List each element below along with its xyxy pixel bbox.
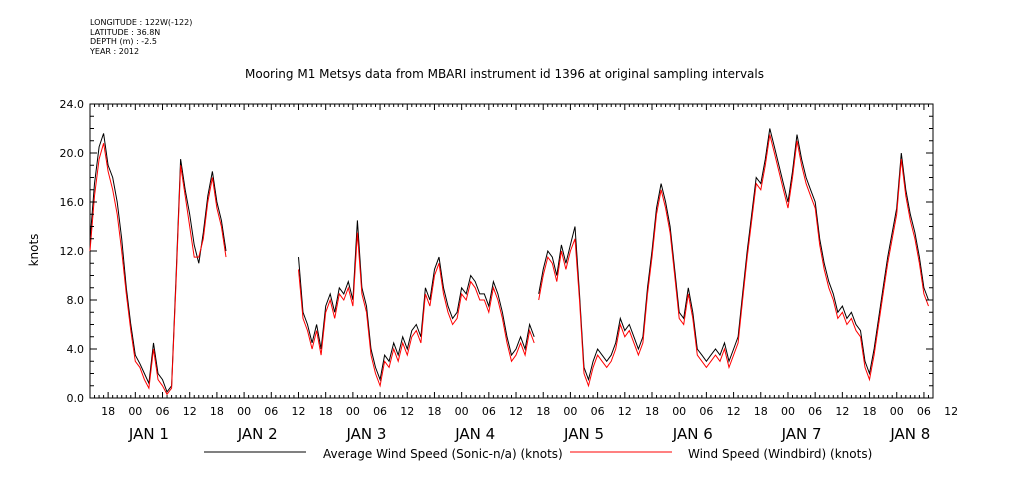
x-tick-label: 12 xyxy=(944,405,958,418)
x-tick-label: 06 xyxy=(156,405,170,418)
latitude-text: LATITUDE : 36.8N xyxy=(90,27,161,37)
x-tick-label: 12 xyxy=(509,405,523,418)
day-label: JAN 2 xyxy=(237,425,278,443)
chart-title: Mooring M1 Metsys data from MBARI instru… xyxy=(245,67,764,81)
longitude-text: LONGITUDE : 122W(-122) xyxy=(90,18,193,27)
x-tick-label: 12 xyxy=(400,405,414,418)
x-tick-label: 00 xyxy=(128,405,142,418)
y-axis-label: knots xyxy=(27,234,41,267)
y-tick-label: 20.0 xyxy=(60,147,85,160)
x-tick-label: 00 xyxy=(672,405,686,418)
axis-layer: 0.0 4.0 8.0 12.0 16.0 20.0 24.0 18 00 06 12 18 00 06 1… xyxy=(60,98,959,443)
day-label: JAN 3 xyxy=(345,425,386,443)
x-tick-label: 12 xyxy=(618,405,632,418)
x-tick-label: 18 xyxy=(427,405,441,418)
metadata-block: LONGITUDE : 122W(-122) LATITUDE : 36.8N … xyxy=(90,18,192,56)
y-tick-label: 24.0 xyxy=(60,98,85,111)
x-tick-label: 00 xyxy=(890,405,904,418)
y-tick-label: 8.0 xyxy=(67,294,85,307)
y-tick-label: 4.0 xyxy=(67,343,85,356)
day-label: JAN 5 xyxy=(563,425,604,443)
x-tick-label: 06 xyxy=(699,405,713,418)
legend-label-windbird: Wind Speed (Windbird) (knots) xyxy=(688,447,872,461)
day-label: JAN 6 xyxy=(672,425,713,443)
legend: Average Wind Speed (Sonic-n/a) (knots) W… xyxy=(204,447,872,461)
x-tick-label: 06 xyxy=(264,405,278,418)
x-tick-label: 18 xyxy=(210,405,224,418)
x-tick-label: 00 xyxy=(781,405,795,418)
x-tick-label: 18 xyxy=(645,405,659,418)
x-tick-label: 18 xyxy=(536,405,550,418)
day-label: JAN 8 xyxy=(889,425,930,443)
x-tick-label: 06 xyxy=(591,405,605,418)
x-tick-label: 06 xyxy=(373,405,387,418)
x-tick-label: 18 xyxy=(863,405,877,418)
day-label: JAN 4 xyxy=(454,425,495,443)
x-tick-label: 12 xyxy=(835,405,849,418)
y-tick-label: 12.0 xyxy=(60,245,85,258)
day-label: JAN 7 xyxy=(781,425,822,443)
x-tick-label: 00 xyxy=(237,405,251,418)
y-tick-label: 16.0 xyxy=(60,196,85,209)
legend-label-average: Average Wind Speed (Sonic-n/a) (knots) xyxy=(323,447,563,461)
x-tick-label: 12 xyxy=(727,405,741,418)
x-tick-label: 00 xyxy=(455,405,469,418)
series-average-wind-speed xyxy=(89,128,929,393)
x-tick-label: 18 xyxy=(319,405,333,418)
x-tick-label: 12 xyxy=(291,405,305,418)
day-label: JAN 1 xyxy=(128,425,169,443)
depth-text: DEPTH (m) : -2.5 xyxy=(90,37,157,46)
x-tick-label: 06 xyxy=(917,405,931,418)
x-tick-label: 00 xyxy=(563,405,577,418)
y-tick-label: 0.0 xyxy=(67,392,85,405)
x-tick-label: 00 xyxy=(346,405,360,418)
x-tick-label: 18 xyxy=(754,405,768,418)
series-windbird-wind-speed xyxy=(89,134,929,396)
year-text: YEAR : 2012 xyxy=(90,46,140,56)
x-tick-label: 06 xyxy=(808,405,822,418)
x-tick-label: 06 xyxy=(482,405,496,418)
x-tick-label: 18 xyxy=(101,405,115,418)
x-tick-label: 12 xyxy=(183,405,197,418)
series-layer xyxy=(89,128,929,396)
